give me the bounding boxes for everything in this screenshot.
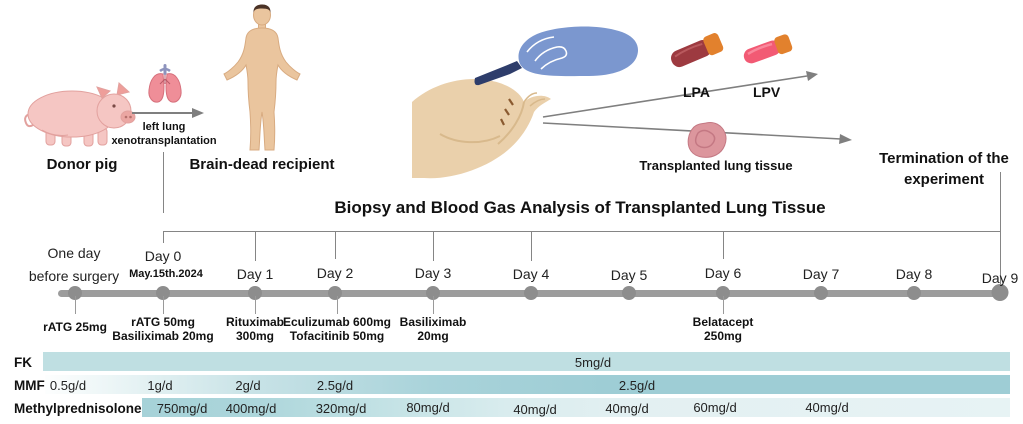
biopsy-bracket bbox=[163, 231, 1001, 232]
mmf-value-2: 1g/d bbox=[147, 378, 173, 393]
pre-surgery-label-line2: before surgery bbox=[28, 268, 120, 284]
mp-value-7: 60mg/d bbox=[693, 400, 737, 415]
mp-bar bbox=[142, 398, 1010, 417]
transplant-label: left lung xenotransplantation bbox=[111, 120, 216, 148]
mp-value-1: 750mg/d bbox=[156, 401, 208, 416]
mmf-value-3: 2g/d bbox=[235, 378, 261, 393]
mmf-bar bbox=[45, 375, 1010, 394]
drug-day3: Basiliximab 20mg bbox=[400, 315, 467, 343]
drug-day2: Eculizumab 600mg Tofacitinib 50mg bbox=[283, 315, 391, 343]
bracket-tick-day2 bbox=[335, 231, 336, 259]
lung-tissue-icon bbox=[686, 121, 728, 159]
mp-value-2: 400mg/d bbox=[225, 401, 277, 416]
drug-day3-line1: Basiliximab bbox=[399, 315, 467, 329]
drug-day2-line2: Tofacitinib 50mg bbox=[289, 329, 385, 343]
timeline-dot-day7 bbox=[814, 286, 828, 300]
mp-value-8: 40mg/d bbox=[805, 400, 849, 415]
transplant-label-line1: left lung bbox=[142, 121, 186, 133]
recipient-label: Brain-dead recipient bbox=[189, 156, 335, 173]
pre-surgery-label-line1: One day bbox=[47, 245, 101, 261]
timeline-dot-day1 bbox=[248, 286, 262, 300]
drug-day6-line2: 250mg bbox=[703, 329, 743, 343]
transfer-arrow bbox=[130, 104, 206, 122]
termination-label: Termination of the experiment bbox=[879, 148, 1009, 190]
day1-label: Day 1 bbox=[236, 266, 274, 282]
mp-value-5: 40mg/d bbox=[513, 402, 557, 417]
mp-value-3: 320mg/d bbox=[315, 401, 367, 416]
drug-connector-day1 bbox=[255, 296, 256, 314]
timeline-dot-pre bbox=[68, 286, 82, 300]
day6-label: Day 6 bbox=[704, 265, 742, 281]
drug-connector-day3 bbox=[433, 296, 434, 314]
day7-label: Day 7 bbox=[802, 266, 840, 282]
drug-day0-line2: Basiliximab 20mg bbox=[112, 329, 214, 343]
day0-date: May.15th.2024 bbox=[129, 268, 203, 280]
day9-label: Day 9 bbox=[981, 270, 1019, 286]
drug-pre: rATG 25mg bbox=[43, 320, 107, 334]
timeline-dot-day0 bbox=[156, 286, 170, 300]
drug-day0-line1: rATG 50mg bbox=[131, 315, 195, 329]
mp-row-label: Methylprednisolone bbox=[14, 401, 142, 416]
fk-value: 5mg/d bbox=[574, 355, 612, 370]
drug-connector-day0 bbox=[163, 296, 164, 314]
gloved-hand-scalpel-icon bbox=[465, 22, 645, 87]
tissue-label: Transplanted lung tissue bbox=[639, 158, 793, 173]
day8-label: Day 8 bbox=[895, 266, 933, 282]
mmf-row-label: MMF bbox=[14, 378, 45, 393]
torso-icon bbox=[412, 72, 592, 182]
timeline-dot-day6 bbox=[716, 286, 730, 300]
drug-day6: Belatacept 250mg bbox=[693, 315, 754, 343]
day5-label: Day 5 bbox=[610, 267, 648, 283]
termination-label-line1: Termination of the bbox=[879, 150, 1009, 167]
lpa-label: LPA bbox=[683, 84, 710, 100]
drug-day6-line1: Belatacept bbox=[692, 315, 754, 329]
pre-surgery-label: One day before surgery bbox=[29, 245, 119, 284]
lpv-label: LPV bbox=[753, 84, 781, 100]
mmf-value-5: 2.5g/d bbox=[618, 378, 656, 393]
day4-label: Day 4 bbox=[512, 266, 550, 282]
lpa-tube-icon bbox=[667, 31, 733, 88]
drug-day2-line1: Eculizumab 600mg bbox=[282, 315, 392, 329]
drug-day0: rATG 50mg Basiliximab 20mg bbox=[112, 315, 213, 343]
day3-label: Day 3 bbox=[414, 265, 452, 281]
drug-connector-day2 bbox=[337, 296, 338, 314]
pig-icon bbox=[22, 80, 137, 152]
bracket-tick-day6 bbox=[723, 231, 724, 259]
mmf-value-1: 0.5g/d bbox=[49, 378, 87, 393]
timeline-dot-day4 bbox=[524, 286, 538, 300]
drug-connector-pre bbox=[75, 296, 76, 314]
drug-connector-day6 bbox=[723, 296, 724, 314]
lpv-tube-icon bbox=[740, 32, 800, 80]
bracket-tick-day4 bbox=[531, 231, 532, 261]
timeline-dot-day2 bbox=[328, 286, 342, 300]
day0-connector-line bbox=[163, 152, 164, 213]
timeline-dot-day8 bbox=[907, 286, 921, 300]
fk-row-label: FK bbox=[14, 355, 32, 370]
termination-line bbox=[1000, 172, 1001, 286]
transplant-label-line2: xenotransplantation bbox=[111, 135, 217, 147]
donor-pig-label: Donor pig bbox=[46, 156, 118, 173]
bracket-tick-day3 bbox=[433, 231, 434, 261]
mmf-value-4: 2.5g/d bbox=[316, 378, 354, 393]
lung-icon bbox=[147, 62, 183, 104]
day0-label: Day 0 bbox=[144, 248, 182, 264]
day2-label: Day 2 bbox=[316, 265, 354, 281]
timeline-dot-day3 bbox=[426, 286, 440, 300]
mp-value-6: 40mg/d bbox=[605, 401, 649, 416]
mp-value-4: 80mg/d bbox=[406, 400, 450, 415]
drug-day3-line2: 20mg bbox=[417, 329, 449, 343]
human-icon bbox=[222, 4, 302, 154]
figure-title: Biopsy and Blood Gas Analysis of Transpl… bbox=[334, 198, 826, 217]
timeline-dot-day5 bbox=[622, 286, 636, 300]
bracket-tick-day0 bbox=[163, 231, 164, 243]
termination-label-line2: experiment bbox=[903, 171, 985, 188]
drug-day1-line1: Rituximab bbox=[225, 315, 285, 329]
bracket-tick-day1 bbox=[255, 231, 256, 261]
fk-bar bbox=[43, 352, 1010, 371]
drug-day1-line2: 300mg bbox=[235, 329, 275, 343]
timeline-dot-day9 bbox=[991, 284, 1009, 301]
drug-day1: Rituximab 300mg bbox=[226, 315, 284, 343]
